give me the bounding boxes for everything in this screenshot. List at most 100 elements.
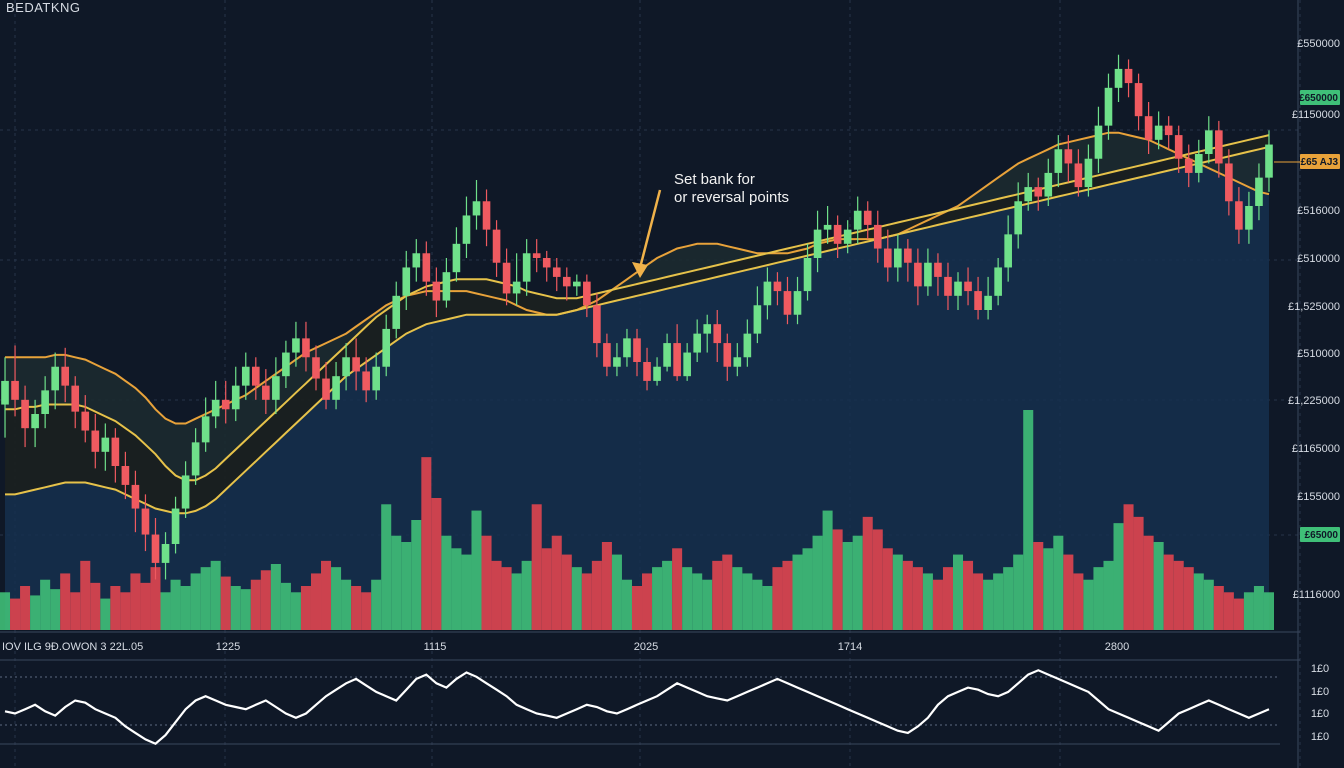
candle-body bbox=[522, 253, 531, 282]
price-badge-label: £65 AJ3 bbox=[1301, 157, 1339, 168]
volume-bar bbox=[1083, 579, 1094, 630]
osc-level-label: 1£0 bbox=[1311, 663, 1329, 675]
candle-body bbox=[1184, 158, 1193, 173]
candle-body bbox=[251, 366, 260, 386]
price-badge-label: £65000 bbox=[1305, 530, 1339, 541]
volume-bar bbox=[842, 542, 853, 630]
candle-body bbox=[121, 466, 130, 485]
volume-bar bbox=[90, 582, 101, 630]
volume-bar bbox=[491, 560, 502, 630]
candle-body bbox=[1094, 125, 1103, 159]
volume-bar bbox=[461, 554, 472, 630]
band-fill-lower bbox=[5, 135, 1269, 514]
candle-body bbox=[1104, 87, 1113, 126]
volume-bar bbox=[762, 586, 773, 630]
volume-bar bbox=[80, 560, 91, 630]
volume-bar bbox=[551, 535, 562, 630]
candle-body bbox=[21, 399, 29, 429]
candle-body bbox=[272, 376, 280, 400]
candle-body bbox=[593, 305, 601, 344]
candle-body bbox=[432, 281, 441, 301]
candle-body bbox=[1054, 149, 1063, 173]
volume-bar bbox=[300, 586, 311, 630]
volume-bar bbox=[341, 579, 352, 630]
candle-body bbox=[161, 544, 170, 563]
candle-body bbox=[964, 281, 972, 292]
candle-body bbox=[542, 258, 551, 268]
volume-bar bbox=[591, 560, 602, 630]
candle-body bbox=[1255, 177, 1263, 206]
annotation-line-2: or reversal points bbox=[674, 189, 790, 206]
volume-bar bbox=[411, 520, 422, 630]
candle-body bbox=[1154, 125, 1163, 140]
candle-body bbox=[924, 262, 932, 287]
volume-bar bbox=[1123, 504, 1134, 630]
candle-body bbox=[633, 338, 641, 362]
volume-bar bbox=[441, 535, 452, 630]
y-tick-label: £1150000 bbox=[1292, 109, 1340, 121]
volume-bar bbox=[1163, 554, 1174, 630]
candle-body bbox=[562, 276, 571, 287]
volume-bar bbox=[1183, 567, 1194, 630]
volume-bar bbox=[40, 579, 51, 630]
volume-bar bbox=[421, 457, 432, 630]
volume-bar bbox=[501, 567, 512, 630]
volume-bar bbox=[561, 554, 572, 630]
candle-body bbox=[101, 437, 110, 452]
volume-bar bbox=[1093, 567, 1104, 630]
volume-bar bbox=[1243, 592, 1254, 630]
candle-body bbox=[492, 229, 501, 263]
candle-body bbox=[552, 267, 561, 277]
candle-body bbox=[151, 534, 160, 563]
candle-body bbox=[803, 258, 812, 292]
candle-body bbox=[1174, 135, 1183, 159]
volume-bar bbox=[371, 579, 382, 630]
volume-bar bbox=[290, 592, 301, 630]
area-fill bbox=[5, 146, 1269, 630]
candle-body bbox=[1064, 149, 1073, 164]
x-tick-label: 1714 bbox=[838, 641, 862, 653]
candle-body bbox=[673, 343, 681, 377]
volume-bar bbox=[451, 548, 462, 630]
volume-bar bbox=[682, 567, 693, 630]
candle-body bbox=[763, 281, 772, 306]
candle-body bbox=[793, 291, 802, 315]
candle-body bbox=[1004, 234, 1012, 268]
y-tick-label: £550000 bbox=[1297, 38, 1340, 50]
y-tick-label: £1,225000 bbox=[1288, 395, 1340, 407]
candle-body bbox=[51, 366, 59, 391]
volume-bar bbox=[692, 573, 703, 630]
candle-body bbox=[472, 201, 481, 216]
candle-body bbox=[894, 248, 902, 268]
volume-bar bbox=[0, 592, 11, 630]
volume-bar bbox=[210, 560, 221, 630]
candle-body bbox=[442, 272, 451, 301]
volume-bar bbox=[611, 554, 622, 630]
volume-bar bbox=[852, 535, 863, 630]
volume-bar bbox=[391, 535, 402, 630]
volume-bar bbox=[351, 586, 362, 630]
volume-bar bbox=[1033, 542, 1044, 630]
volume-bar bbox=[862, 516, 873, 630]
x-tick-label: 2025 bbox=[634, 641, 658, 653]
candle-body bbox=[873, 224, 882, 249]
candle-body bbox=[1245, 206, 1253, 230]
volume-bar bbox=[922, 573, 933, 630]
candle-body bbox=[703, 324, 712, 334]
candle-body bbox=[1134, 83, 1143, 117]
volume-bar bbox=[70, 592, 81, 630]
candle-body bbox=[382, 328, 391, 367]
volume-bar bbox=[652, 567, 663, 630]
candle-body bbox=[572, 281, 581, 287]
volume-bar bbox=[110, 586, 121, 630]
candle-body bbox=[11, 380, 19, 400]
volume-bar bbox=[130, 573, 141, 630]
candle-body bbox=[883, 248, 892, 268]
volume-bar bbox=[361, 592, 372, 630]
candle-body bbox=[853, 210, 862, 230]
volume-bar bbox=[822, 510, 833, 630]
candle-body bbox=[643, 362, 651, 381]
candle-body bbox=[81, 411, 90, 431]
annotation-text: Set bank for or reversal points bbox=[674, 171, 789, 207]
